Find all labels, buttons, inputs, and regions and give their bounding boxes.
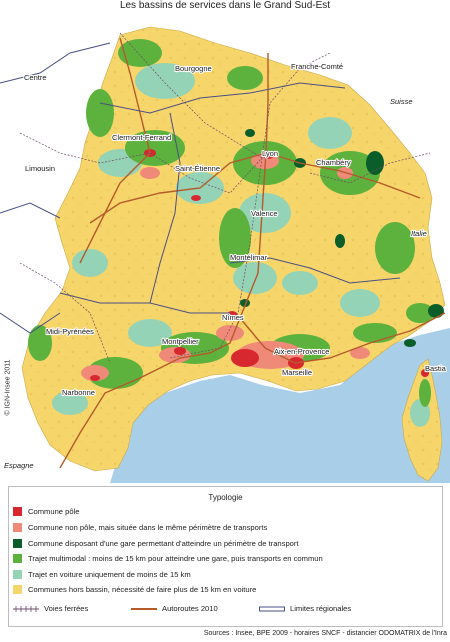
legend-label: Commune disposant d'une gare permettant … [28, 538, 299, 548]
label-chambery: Chambéry [316, 158, 351, 167]
legend-item-voiture: Trajet en voiture uniquement de moins de… [13, 569, 191, 579]
label-narbonne: Narbonne [62, 388, 95, 397]
legend-swatch-voiture [13, 569, 22, 579]
regional-limit-symbol [259, 606, 285, 611]
legend-item-non-pole: Commune non pôle, mais située dans le mê… [13, 522, 267, 532]
label-clermont-ferrand: Clermont-Ferrand [112, 133, 171, 142]
legend-motorways-label: Autoroutes 2010 [162, 604, 218, 613]
label-franche-comte: Franche-Comté [291, 62, 343, 71]
label-bourgogne: Bourgogne [175, 64, 212, 73]
legend-item-pole: Commune pôle [13, 506, 80, 516]
motorway-symbol [131, 607, 157, 610]
label-montpellier: Montpellier [162, 337, 199, 346]
legend-swatch-hors-bassin [13, 584, 22, 594]
map-area: Bourgogne Franche-Comté Centre Suisse Cl… [0, 13, 450, 483]
legend-item-multimodal: Trajet multimodal : moins de 15 km pour … [13, 553, 323, 563]
legend-label: Communes hors bassin, nécessité de faire… [28, 584, 257, 594]
sources-note: Sources : Insee, BPE 2009 - horaires SNC… [203, 630, 447, 637]
label-nimes: Nîmes [222, 313, 244, 322]
legend-railways-label: Voies ferrées [44, 604, 89, 613]
legend-label: Commune pôle [28, 506, 80, 516]
label-saint-etienne: Saint-Étienne [175, 164, 220, 173]
motorways [59, 37, 446, 469]
legend-label: Commune non pôle, mais située dans le mê… [28, 522, 268, 532]
label-centre: Centre [24, 73, 47, 82]
legend-motorways: Autoroutes 2010 [131, 604, 218, 613]
label-aix-en-provence: Aix-en-Provence [274, 347, 329, 356]
legend-swatch-multimodal [13, 553, 22, 563]
label-bastia: Bastia [425, 364, 447, 373]
regional-limits [0, 42, 401, 334]
legend-lines: Voies ferrées Autoroutes 2010 Limites ré… [13, 604, 433, 616]
legend-item-gare: Commune disposant d'une gare permettant … [13, 538, 299, 548]
legend-label: Trajet multimodal : moins de 15 km pour … [28, 553, 323, 563]
legend-label: Trajet en voiture uniquement de moins de… [28, 569, 191, 579]
legend-item-hors-bassin: Communes hors bassin, nécessité de faire… [13, 584, 256, 594]
legend-railways: Voies ferrées [13, 604, 88, 613]
copyright-credit: © IGN-Insee 2011 [2, 318, 14, 418]
mediterranean-sea [110, 328, 450, 483]
legend-regional-limits-label: Limites régionales [290, 604, 352, 613]
label-lyon: Lyon [262, 149, 278, 158]
legend-regional-limits: Limites régionales [259, 604, 351, 613]
legend-swatch-pole [13, 506, 22, 516]
railway-symbol [13, 605, 39, 612]
label-valence: Valence [251, 209, 278, 218]
legend-swatch-non-pole [13, 522, 22, 532]
label-italie: Italie [411, 229, 427, 238]
label-suisse: Suisse [390, 97, 413, 106]
copyright-text: © IGN-Insee 2011 [4, 359, 12, 416]
label-marseille: Marseille [282, 368, 312, 377]
label-espagne: Espagne [4, 461, 34, 470]
label-midi-pyrenees: Midi-Pyrénées [46, 327, 94, 336]
map-title: Les bassins de services dans le Grand Su… [119, 0, 331, 11]
label-montelimar: Montélimar [230, 253, 268, 262]
station-communes [240, 129, 444, 347]
legend-box: Typologie Commune pôle Commune non pôle,… [8, 486, 443, 627]
legend-swatch-gare [13, 538, 22, 548]
region-map: Bourgogne Franche-Comté Centre Suisse Cl… [0, 26, 450, 483]
legend-title: Typologie [208, 493, 243, 502]
label-limousin: Limousin [25, 164, 55, 173]
